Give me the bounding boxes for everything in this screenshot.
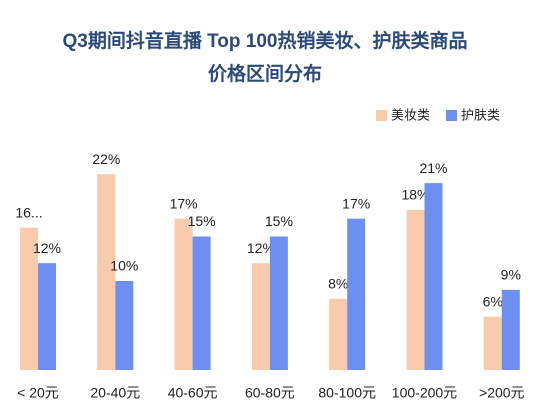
bar xyxy=(269,236,288,370)
bar xyxy=(406,209,425,370)
value-label: 17% xyxy=(170,195,198,211)
bar xyxy=(192,236,211,370)
legend-label: 护肤类 xyxy=(461,107,500,122)
value-label: 8% xyxy=(328,276,348,292)
bar xyxy=(115,281,134,370)
x-tick-label: 60-80元 xyxy=(245,385,295,400)
x-tick-label: >200元 xyxy=(479,385,525,400)
value-label: 15% xyxy=(188,213,216,229)
legend-swatch xyxy=(376,110,387,121)
bar xyxy=(97,174,116,370)
value-label: 6% xyxy=(483,293,503,309)
bar xyxy=(329,298,348,370)
value-label: 10% xyxy=(110,258,138,274)
value-label: 12% xyxy=(33,240,61,256)
x-tick-label: 80-100元 xyxy=(318,385,376,400)
bar xyxy=(174,218,193,370)
bar xyxy=(38,263,56,370)
chart-subtitle: 价格区间分布 xyxy=(208,62,322,85)
x-tick-label: 100-200元 xyxy=(392,385,457,400)
value-label: 15% xyxy=(265,213,293,229)
x-tick-label: 20-40元 xyxy=(90,385,140,400)
value-label: 16... xyxy=(15,204,42,220)
bar xyxy=(424,183,443,370)
value-label: 21% xyxy=(419,160,447,176)
value-label: 18% xyxy=(401,187,429,203)
bar xyxy=(20,227,38,370)
bar xyxy=(251,263,270,370)
x-tick-label: < 20元 xyxy=(17,385,59,400)
value-label: 12% xyxy=(247,240,275,256)
bar xyxy=(501,289,520,370)
bar xyxy=(483,316,502,370)
value-label: 22% xyxy=(92,151,120,167)
legend-label: 美妆类 xyxy=(391,107,430,122)
x-tick-label: 40-60元 xyxy=(168,385,218,400)
bar xyxy=(347,218,366,370)
value-label: 9% xyxy=(501,267,521,283)
chart-title: Q3期间抖音直播 Top 100热销美妆、护肤类商品 xyxy=(62,29,467,52)
legend-swatch xyxy=(446,110,457,121)
value-label: 17% xyxy=(342,195,370,211)
